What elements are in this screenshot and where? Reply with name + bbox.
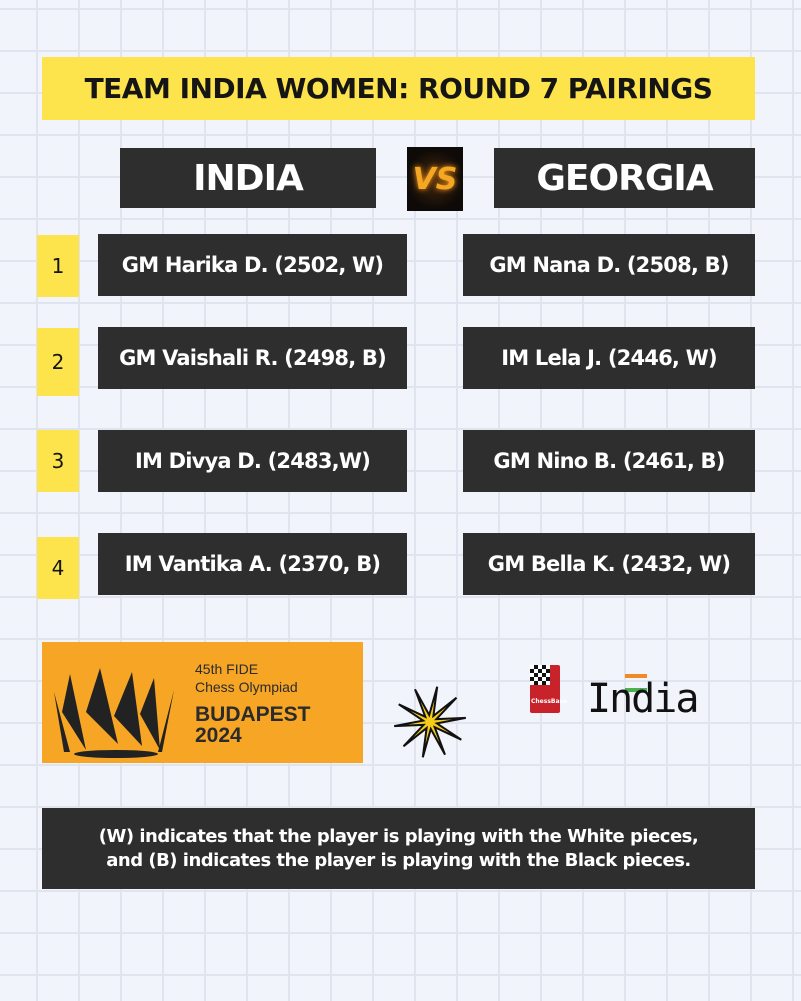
georgia-player: GM Nino B. (2461, B) <box>463 430 755 492</box>
georgia-player: GM Nana D. (2508, B) <box>463 234 755 296</box>
olympiad-year: 2024 <box>195 724 242 747</box>
georgia-player: IM Lela J. (2446, W) <box>463 327 755 389</box>
team-georgia-label: GEORGIA <box>494 148 755 208</box>
georgia-player: GM Bella K. (2432, W) <box>463 533 755 595</box>
team-india-label: INDIA <box>120 148 376 208</box>
board-number: 4 <box>37 537 79 599</box>
india-player: GM Vaishali R. (2498, B) <box>98 327 407 389</box>
vs-badge: VS <box>407 147 463 211</box>
chessbase-badge-text: ChessBase <box>531 698 568 705</box>
star-burst-icon <box>394 686 466 758</box>
board-number: 3 <box>37 430 79 492</box>
olympiad-logo: 45th FIDE Chess Olympiad BUDAPEST 2024 <box>42 642 363 763</box>
page-title: TEAM INDIA WOMEN: ROUND 7 PAIRINGS <box>42 57 755 120</box>
olympiad-name: Chess Olympiad <box>195 679 298 695</box>
chessbase-india-word: India <box>587 676 699 722</box>
legend-line-white: (W) indicates that the player is playing… <box>98 825 699 847</box>
india-player: IM Divya D. (2483,W) <box>98 430 407 492</box>
india-player: GM Harika D. (2502, W) <box>98 234 407 296</box>
board-number: 1 <box>37 235 79 297</box>
chessbase-india-logo: ChessBase India <box>525 660 725 730</box>
crown-icon <box>54 668 174 758</box>
olympiad-city: BUDAPEST <box>195 703 311 726</box>
olympiad-edition: 45th FIDE <box>195 661 259 677</box>
legend-line-black: and (B) indicates the player is playing … <box>106 849 691 871</box>
board-number: 2 <box>37 328 79 396</box>
india-player: IM Vantika A. (2370, B) <box>98 533 407 595</box>
legend-note: (W) indicates that the player is playing… <box>42 808 755 889</box>
